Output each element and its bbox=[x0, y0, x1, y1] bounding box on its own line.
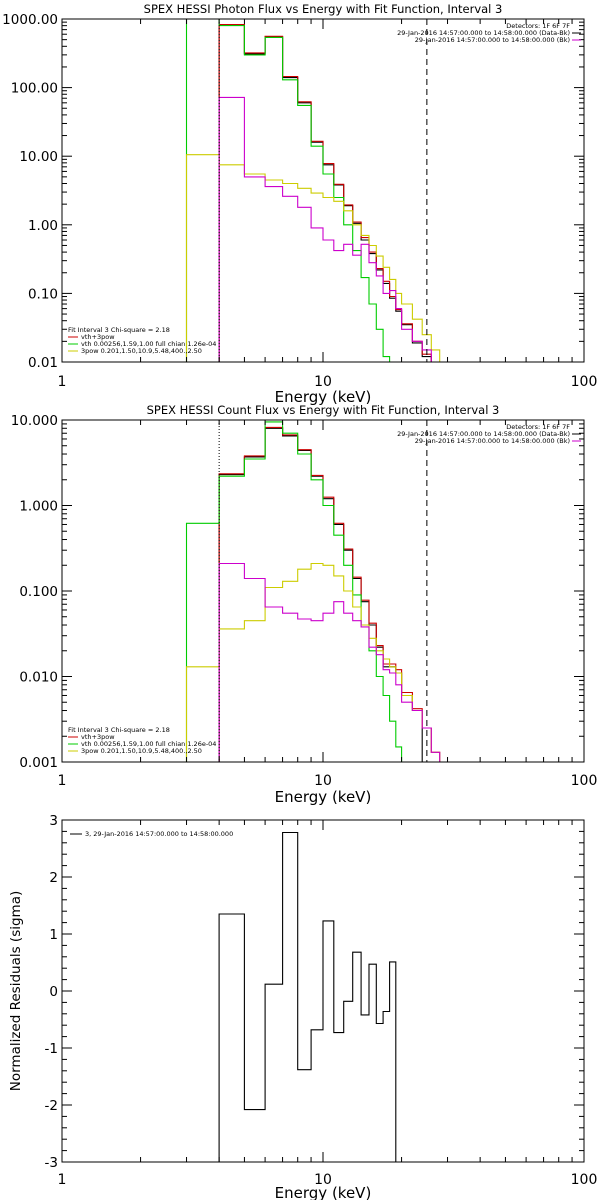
residuals-panel: 1 10 100 Energy (keV) -3 -2 -1 0 1 2 3 Normalized R… bbox=[8, 813, 597, 1200]
y-axis-label: Normalized Residuals (sigma) bbox=[8, 891, 24, 1092]
data-minus-bk-line bbox=[218, 24, 432, 362]
x-tick-label: 1 bbox=[58, 374, 67, 390]
fit-legend-entry: vth+3pow bbox=[81, 733, 115, 741]
x-tick-label: 100 bbox=[571, 1172, 598, 1188]
x-axis-label: Energy (keV) bbox=[275, 788, 372, 806]
count-flux-panel: SPEX HESSI Count Flux vs Energy with Fit… bbox=[11, 403, 598, 806]
legend-top-entry: 29-Jan-2016 14:57:00.000 to 14:58:00.000… bbox=[415, 36, 570, 44]
y-tick-label: 1.00 bbox=[28, 218, 58, 234]
y-tick-label: 1000.00 bbox=[2, 12, 58, 28]
fit-legend-entry: 3pow 0.201,1.50,10.9,5.48,400.,2.50 bbox=[81, 747, 202, 755]
fit-legend-entry: 3pow 0.201,1.50,10.9,5.48,400.,2.50 bbox=[81, 347, 202, 355]
y-tick-label: -3 bbox=[45, 1155, 58, 1171]
photon-flux-panel: SPEX HESSI Photon Flux vs Energy with Fi… bbox=[2, 2, 598, 406]
data-layer bbox=[185, 421, 449, 762]
y-tick-label: -2 bbox=[45, 1098, 58, 1114]
series-line-3 bbox=[185, 562, 449, 762]
x-axis-label: Energy (keV) bbox=[275, 1184, 372, 1200]
y-tick-label: 2 bbox=[49, 870, 58, 886]
series-line-4 bbox=[218, 562, 441, 762]
x-tick-label: 1 bbox=[58, 773, 67, 789]
series-line-2 bbox=[185, 19, 391, 362]
fit-legend-header: Fit Interval 3 Chi-square = 2.18 bbox=[68, 726, 170, 734]
y-tick-label: 3 bbox=[49, 813, 58, 829]
x-axis-label: Energy (keV) bbox=[275, 388, 372, 406]
y-tick-label: 0.01 bbox=[28, 355, 58, 371]
x-tick-label: 10 bbox=[314, 773, 332, 789]
fit-legend-entry: vth 0.00256,1.59,1.00 full chian 1.26e-0… bbox=[81, 740, 216, 748]
detectors-label: Detectors: 1F 6F 7F bbox=[506, 22, 570, 30]
x-tick-label: 100 bbox=[571, 374, 598, 390]
y-tick-label: 0.001 bbox=[19, 755, 58, 771]
series-line-1 bbox=[218, 426, 441, 762]
y-tick-label: -1 bbox=[45, 1041, 58, 1057]
legend-top-entry: 29-Jan-2016 14:57:00.000 to 14:58:00.000… bbox=[397, 29, 570, 37]
x-tick-label: 10 bbox=[314, 374, 332, 390]
y-tick-label: 0.100 bbox=[19, 584, 58, 600]
fit-legend-entry: vth 0.00256,1.59,1.00 full chian 1.26e-0… bbox=[81, 340, 216, 348]
series-line-3 bbox=[185, 154, 441, 362]
y-tick-label: 0.010 bbox=[19, 670, 58, 686]
data-layer bbox=[185, 19, 441, 362]
series-line-4 bbox=[218, 96, 441, 362]
y-tick-label: 10.00 bbox=[19, 149, 58, 165]
legend-top-entry: 3, 29-Jan-2016 14:57:00.000 to 14:58:00.… bbox=[85, 830, 233, 838]
x-tick-label: 100 bbox=[571, 773, 598, 789]
y-tick-label: 1.000 bbox=[19, 499, 58, 515]
y-tick-label: 1 bbox=[49, 927, 58, 943]
plot-frame bbox=[61, 18, 585, 363]
series-line-2 bbox=[185, 421, 403, 762]
legend-top-entry: 29-Jan-2016 14:57:00.000 to 14:58:00.000… bbox=[397, 430, 570, 438]
data-layer bbox=[218, 831, 397, 1162]
legend-top-entry: 29-Jan-2016 14:57:00.000 to 14:58:00.000… bbox=[415, 437, 570, 445]
fit-legend-entry: vth+3pow bbox=[81, 333, 115, 341]
series-line-1 bbox=[218, 24, 432, 362]
y-tick-label: 0 bbox=[49, 984, 58, 1000]
y-tick-label: 10.000 bbox=[11, 413, 58, 429]
chart-title: SPEX HESSI Photon Flux vs Energy with Fi… bbox=[144, 2, 503, 16]
data-minus-bk-line bbox=[218, 427, 423, 762]
x-tick-label: 10 bbox=[314, 1172, 332, 1188]
plot-frame bbox=[61, 419, 585, 763]
chart-title: SPEX HESSI Count Flux vs Energy with Fit… bbox=[147, 403, 500, 417]
fit-legend-header: Fit Interval 3 Chi-square = 2.18 bbox=[68, 326, 170, 334]
x-tick-label: 1 bbox=[58, 1172, 67, 1188]
data-minus-bk-line bbox=[218, 831, 397, 1162]
y-tick-label: 0.10 bbox=[28, 286, 58, 302]
detectors-label: Detectors: 1F 6F 7F bbox=[506, 423, 570, 431]
y-tick-label: 100.00 bbox=[11, 81, 58, 97]
